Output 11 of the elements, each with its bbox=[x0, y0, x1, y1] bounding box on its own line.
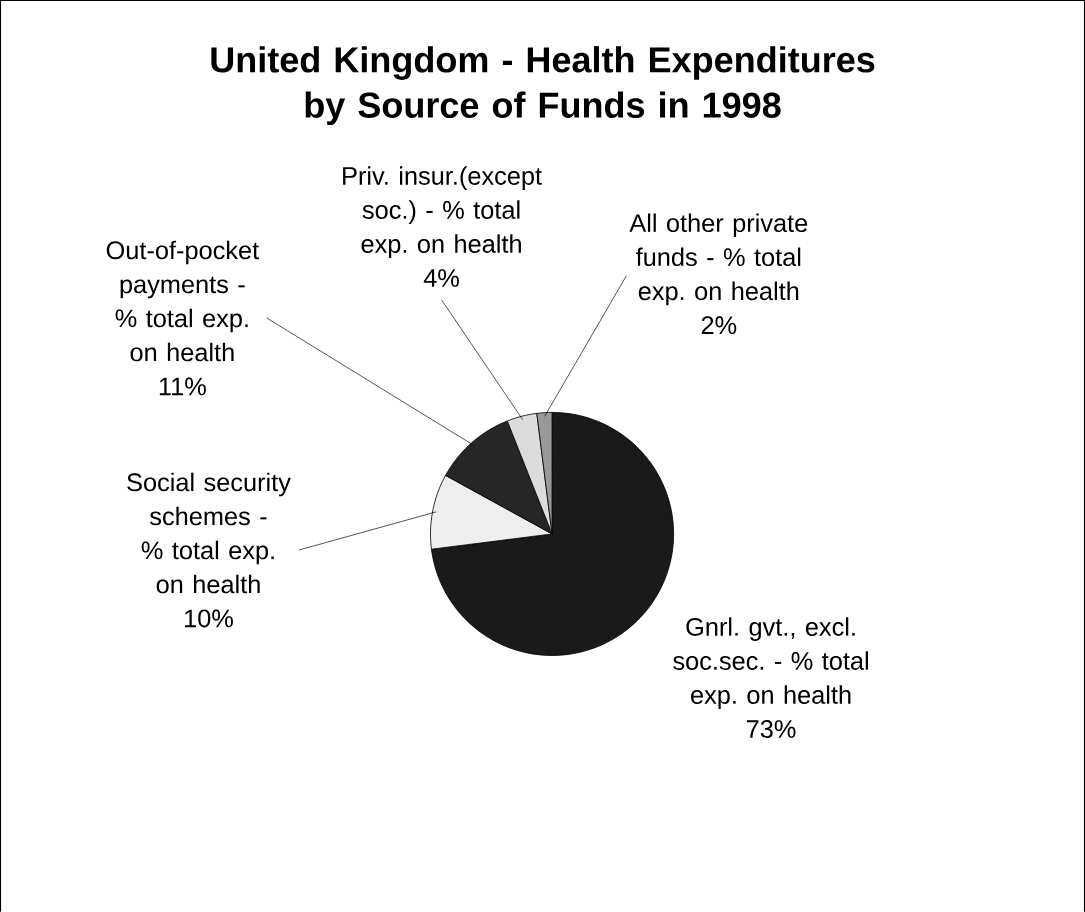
chart-title: United Kingdom - Health Expenditures by Source of Funds in 1998 bbox=[211, 46, 875, 125]
data-label: 73% bbox=[746, 719, 796, 738]
data-label: 11% bbox=[159, 377, 206, 396]
slice-label: Gnrl. gvt., excl. soc.sec. - % total exp. on health bbox=[673, 617, 868, 709]
slice-label: Priv. insur.(except soc.) - % total exp. on health bbox=[343, 166, 542, 258]
data-label: 10% bbox=[185, 609, 233, 628]
slice-label: Social security schemes - % total exp. on health bbox=[127, 472, 291, 594]
slice-label: All other private funds - % total exp. on health bbox=[629, 213, 808, 306]
data-label: 4% bbox=[423, 269, 459, 287]
slice-label: Out-of-pocket payments - % total exp. on health bbox=[106, 240, 259, 362]
data-label: 2% bbox=[701, 316, 737, 334]
